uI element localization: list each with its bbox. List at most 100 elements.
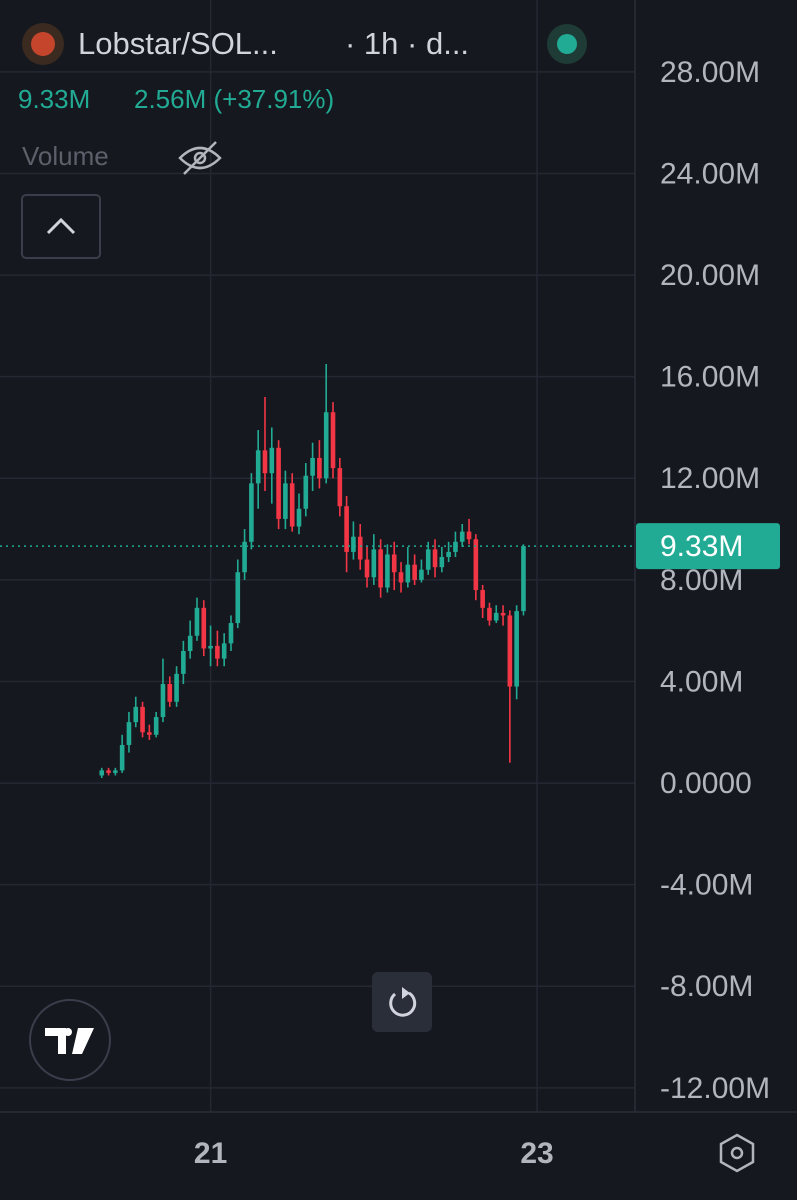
candle-body — [391, 554, 397, 573]
candle-body — [405, 564, 411, 583]
reset-button[interactable] — [372, 972, 432, 1032]
candle-body — [425, 549, 431, 570]
reset-icon — [389, 991, 417, 1017]
candle-body — [147, 732, 152, 735]
settings-icon-center — [730, 1146, 744, 1160]
y-tick-label: 12.00M — [660, 462, 760, 495]
tv-logo-button[interactable] — [29, 999, 111, 1081]
candle-body — [357, 536, 363, 560]
candle-body — [371, 549, 377, 578]
candle-body — [344, 506, 349, 552]
y-tick-label: -4.00M — [660, 869, 753, 902]
candle-body — [337, 468, 343, 507]
candle-body — [364, 559, 370, 578]
candle-body — [269, 447, 275, 474]
candle-body — [385, 554, 390, 588]
candle-body — [106, 770, 111, 773]
candle-body — [351, 536, 356, 552]
indicator-name[interactable]: Volume — [22, 141, 109, 171]
candle-body — [303, 475, 309, 509]
legend-close: 9.33M — [18, 84, 90, 114]
candle-body — [181, 650, 186, 674]
candle-body — [187, 635, 193, 651]
hide-icon[interactable] — [178, 141, 222, 175]
candle-body — [215, 645, 220, 659]
interval[interactable]: · 1h · d... — [345, 26, 469, 61]
candle-body — [167, 684, 173, 702]
candle-body — [99, 770, 105, 776]
candle-body — [323, 412, 329, 479]
candle-body — [289, 483, 295, 527]
candle-body — [432, 549, 438, 568]
candle-body — [459, 531, 465, 542]
candle-body — [487, 607, 492, 621]
x-tick-label: 21 — [194, 1137, 227, 1170]
candle-body — [276, 447, 281, 519]
candle-body — [228, 623, 234, 644]
candle-body — [412, 564, 417, 580]
candle-body — [126, 722, 132, 745]
candle-body — [296, 508, 302, 527]
candle-body — [235, 572, 241, 624]
y-tick-label: 20.00M — [660, 259, 760, 292]
candle-body — [439, 557, 445, 568]
symbol-logo-inner — [31, 32, 55, 56]
candle-body — [330, 412, 336, 469]
candle-body — [398, 572, 404, 583]
candle-body — [493, 612, 499, 621]
collapse-button[interactable] — [21, 194, 101, 259]
plot-area — [0, 0, 635, 1112]
candle-body — [378, 549, 383, 588]
chevron-up — [46, 217, 76, 235]
candle-body — [317, 457, 322, 479]
eye-slash — [183, 141, 217, 175]
y-tick-label: 16.00M — [660, 361, 760, 394]
candle-body — [255, 450, 261, 484]
symbol-title[interactable]: Lobstar/SOL... — [78, 26, 278, 61]
candle-body — [153, 717, 159, 735]
candle-body — [221, 643, 227, 659]
candle-body — [194, 607, 200, 636]
candle-body — [521, 546, 526, 612]
settings-icon[interactable] — [719, 1133, 755, 1173]
last-price-box — [636, 523, 780, 570]
y-tick-label: 4.00M — [660, 665, 743, 698]
candle-body — [466, 531, 472, 540]
y-tick-label: -8.00M — [660, 970, 753, 1003]
candle-body — [262, 450, 268, 474]
candle-body — [208, 645, 213, 649]
eye-pupil — [193, 151, 207, 165]
candle-body — [249, 483, 254, 542]
y-tick-label: 0.0000 — [660, 767, 752, 800]
candle-body — [113, 770, 118, 773]
candle-body — [453, 541, 458, 552]
last-price-label: 9.33M — [660, 530, 743, 563]
candle-body — [507, 615, 513, 687]
candle-body — [140, 706, 145, 733]
y-tick-label: -12.00M — [660, 1072, 770, 1105]
candle-body — [133, 706, 139, 723]
candle-body — [201, 607, 207, 649]
candle-body — [119, 744, 125, 771]
y-tick-label: 8.00M — [660, 564, 743, 597]
status-dot — [557, 34, 577, 54]
candle-body — [242, 541, 247, 573]
y-tick-label: 24.00M — [660, 157, 760, 190]
candle-body — [500, 612, 506, 616]
candle-body — [446, 551, 451, 558]
candle-body — [473, 539, 479, 591]
candle-body — [160, 684, 166, 718]
candle-body — [174, 673, 179, 702]
candle-body — [514, 611, 519, 687]
legend-change: 2.56M (+37.91%) — [134, 84, 334, 114]
candle-body — [283, 483, 288, 519]
tv-logo-dot — [64, 1028, 72, 1036]
reset-arrow — [402, 987, 410, 999]
y-tick-label: 28.00M — [660, 56, 760, 89]
tv-logo — [45, 1028, 94, 1054]
x-tick-label: 23 — [520, 1137, 553, 1170]
candle-body — [480, 590, 485, 608]
candle-body — [310, 457, 315, 476]
candle-body — [419, 569, 424, 580]
